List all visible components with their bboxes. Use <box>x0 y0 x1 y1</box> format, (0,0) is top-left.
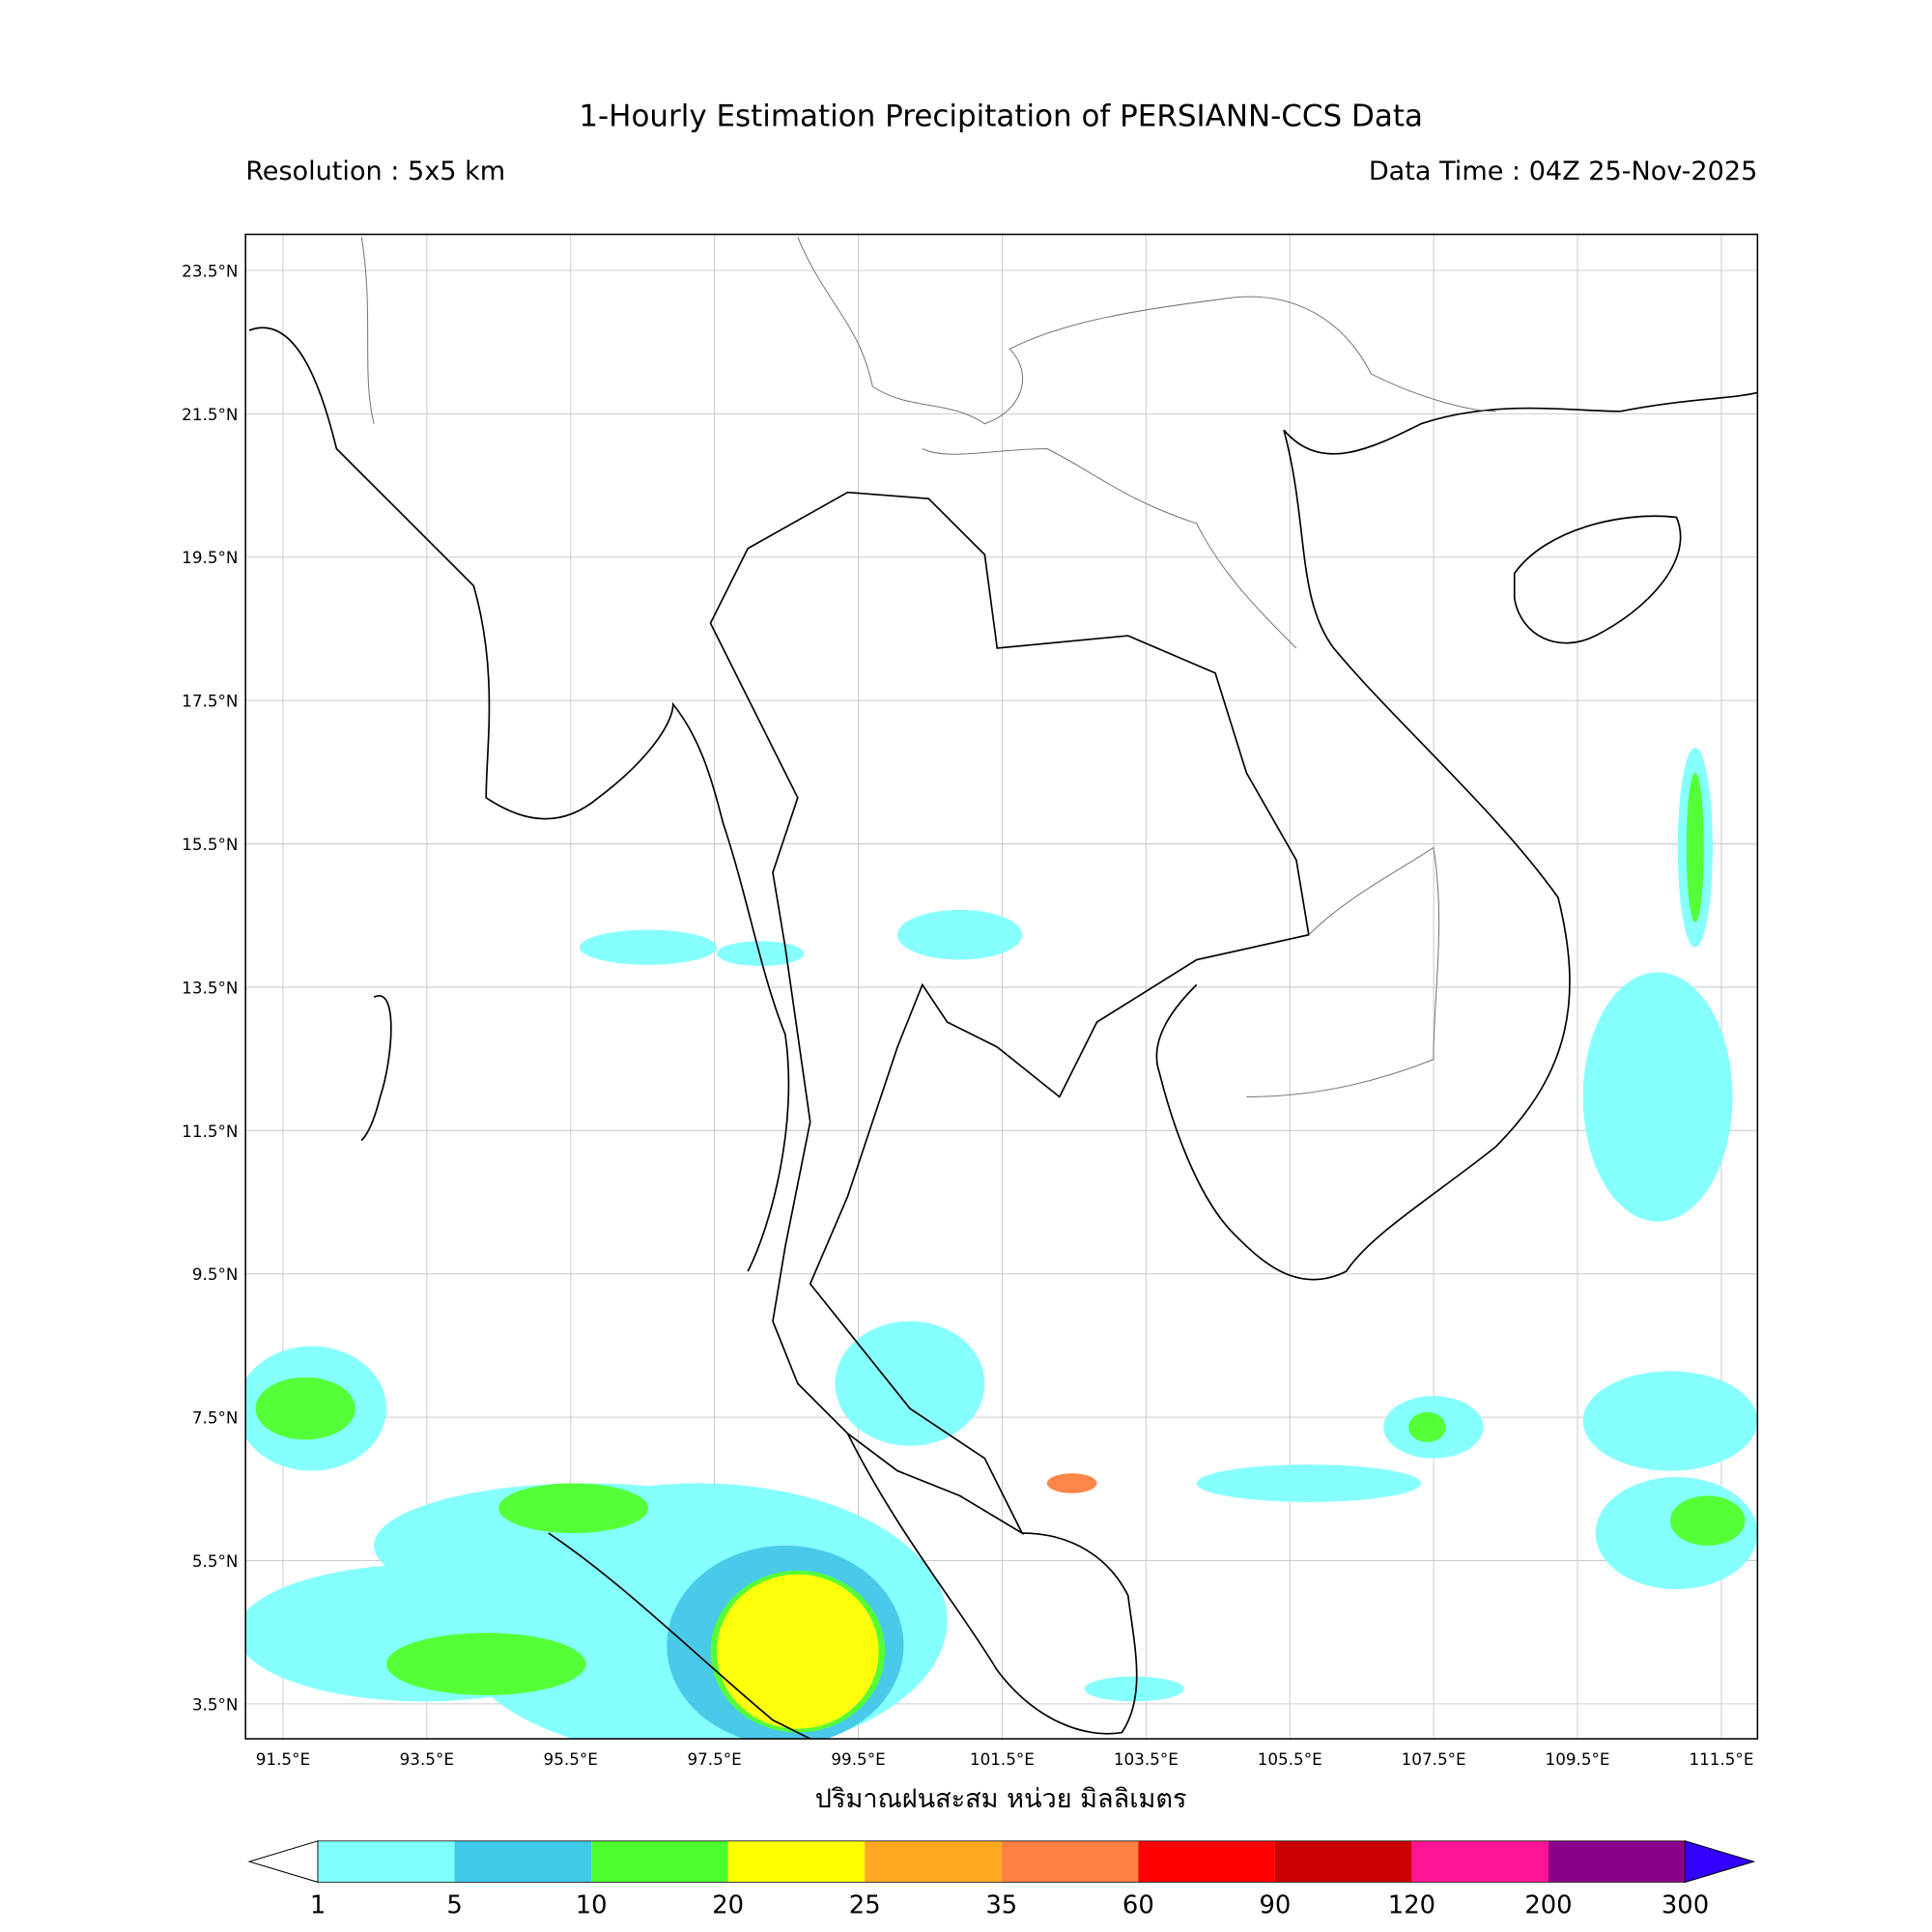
lon-label: 99.5°E <box>831 1749 885 1769</box>
map-frame <box>244 233 1759 1740</box>
coastline <box>846 1433 1138 1735</box>
lat-label: 11.5°N <box>182 1122 238 1141</box>
islands <box>360 995 392 1142</box>
lon-label: 111.5°E <box>1689 1749 1753 1769</box>
map-content <box>245 236 1758 1739</box>
colorbar-swatch <box>454 1840 592 1883</box>
axis-labels: 23.5°N 21.5°N 19.5°N 17.5°N 15.5°N 13.5°N 11.5… <box>182 261 1753 1769</box>
colorbar-swatch <box>1001 1840 1139 1883</box>
lat-label: 9.5°N <box>192 1264 239 1284</box>
lon-label: 93.5°E <box>400 1749 454 1769</box>
title: 1-Hourly Estimation Precipitation of PER… <box>579 99 1423 133</box>
lat-label: 21.5°N <box>182 405 238 424</box>
coastline <box>1155 391 1758 1281</box>
thailand-outline <box>709 491 1310 1536</box>
colorbar-swatch <box>1138 1840 1275 1883</box>
colorbar-swatch <box>727 1840 866 1883</box>
data-time: Data Time : 04Z 25-Nov-2025 <box>1369 156 1758 186</box>
lat-label: 7.5°N <box>192 1408 239 1428</box>
colorbar-label: 200 <box>1524 1891 1572 1920</box>
border <box>360 236 1496 1097</box>
lat-label: 17.5°N <box>182 692 238 711</box>
colorbar-swatch <box>1274 1840 1412 1883</box>
rain-field <box>245 748 1758 1739</box>
colorbar-swatch <box>1411 1840 1548 1883</box>
colorbar-label: 35 <box>985 1891 1017 1920</box>
colorbar-label: 20 <box>712 1891 744 1920</box>
lat-label: 23.5°N <box>182 261 238 280</box>
lat-label: 13.5°N <box>182 978 238 997</box>
lat-label: 5.5°N <box>192 1551 239 1571</box>
colorbar: 1 5 10 20 25 35 60 90 120 200 300 <box>247 1840 1756 1920</box>
colorbar-swatch <box>1548 1840 1686 1883</box>
lon-label: 105.5°E <box>1258 1749 1322 1769</box>
colorbar-under <box>247 1840 319 1884</box>
lat-label: 15.5°N <box>182 835 238 854</box>
lon-label: 109.5°E <box>1546 1749 1610 1769</box>
colorbar-swatch <box>865 1840 1002 1883</box>
colorbar-over <box>1684 1840 1756 1884</box>
coastline <box>248 327 790 1272</box>
lon-label: 97.5°E <box>687 1749 741 1769</box>
colorbar-swatch <box>318 1840 455 1883</box>
lon-label: 95.5°E <box>544 1749 598 1769</box>
colorbar-label: 1 <box>310 1891 326 1920</box>
resolution: Resolution : 5x5 km <box>245 156 505 186</box>
lat-label: 19.5°N <box>182 548 238 567</box>
colorbar-swatch <box>591 1840 728 1883</box>
lon-label: 101.5°E <box>970 1749 1035 1769</box>
hainan <box>1513 515 1682 644</box>
colorbar-label: 120 <box>1388 1891 1435 1920</box>
colorbar-frame <box>317 1840 1686 1883</box>
colorbar-label: 90 <box>1259 1891 1291 1920</box>
x-axis-label: ปริมาณฝนสะสม หน่วย มิลลิเมตร <box>815 1784 1187 1814</box>
lon-label: 91.5°E <box>256 1749 310 1769</box>
lat-label: 3.5°N <box>192 1694 239 1714</box>
colorbar-label: 300 <box>1662 1891 1709 1920</box>
colorbar-label: 60 <box>1122 1891 1154 1920</box>
coastline <box>548 1532 812 1739</box>
colorbar-label: 25 <box>849 1891 881 1920</box>
colorbar-label: 10 <box>576 1891 608 1920</box>
lon-label: 107.5°E <box>1402 1749 1466 1769</box>
lon-label: 103.5°E <box>1114 1749 1179 1769</box>
colorbar-label: 5 <box>446 1891 462 1920</box>
